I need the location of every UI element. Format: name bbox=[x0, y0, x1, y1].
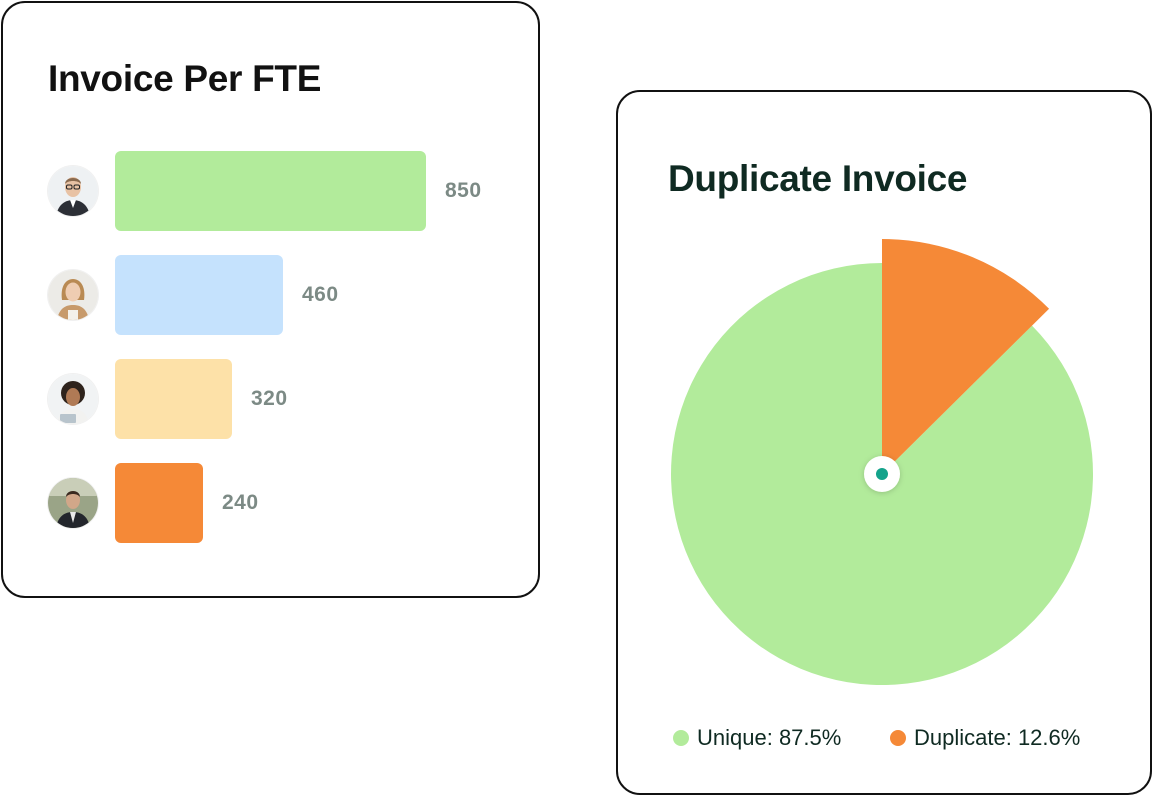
bar-row: 850 bbox=[3, 151, 538, 231]
bar-value-label: 850 bbox=[445, 179, 482, 202]
legend-label: Duplicate: 12.6% bbox=[914, 725, 1081, 750]
invoice-per-fte-card: Invoice Per FTE 850 bbox=[1, 1, 540, 598]
legend-label: Unique: 87.5% bbox=[697, 725, 842, 750]
bar-row: 320 bbox=[3, 359, 538, 439]
bar bbox=[115, 359, 232, 439]
bar-value-label: 320 bbox=[251, 387, 288, 410]
bar-value-label: 240 bbox=[222, 491, 259, 514]
woman-blonde-avatar bbox=[48, 270, 98, 320]
legend-swatch-duplicate bbox=[890, 730, 906, 746]
bar-row: 460 bbox=[3, 255, 538, 335]
legend-item-unique: Unique: 87.5% bbox=[673, 725, 841, 751]
man-glasses-avatar bbox=[48, 166, 98, 216]
chart-title: Duplicate Invoice bbox=[668, 158, 968, 199]
man-suit-avatar bbox=[48, 478, 98, 528]
legend-item-duplicate: Duplicate: 12.6% bbox=[890, 725, 1080, 751]
duplicate-invoice-card: Duplicate Invoice Unique: 87.5% Duplicat… bbox=[616, 90, 1152, 795]
bar bbox=[115, 463, 203, 543]
chart-title: Invoice Per FTE bbox=[48, 58, 322, 99]
pie-center-dot bbox=[876, 468, 888, 480]
bar bbox=[115, 151, 426, 231]
bar-value-label: 460 bbox=[302, 283, 339, 306]
legend-swatch-unique bbox=[673, 730, 689, 746]
bar bbox=[115, 255, 283, 335]
pie-chart bbox=[671, 239, 1094, 686]
woman-curly-avatar bbox=[48, 374, 98, 424]
bar-row: 240 bbox=[3, 463, 538, 543]
pie-slice-duplicate bbox=[882, 239, 1050, 474]
